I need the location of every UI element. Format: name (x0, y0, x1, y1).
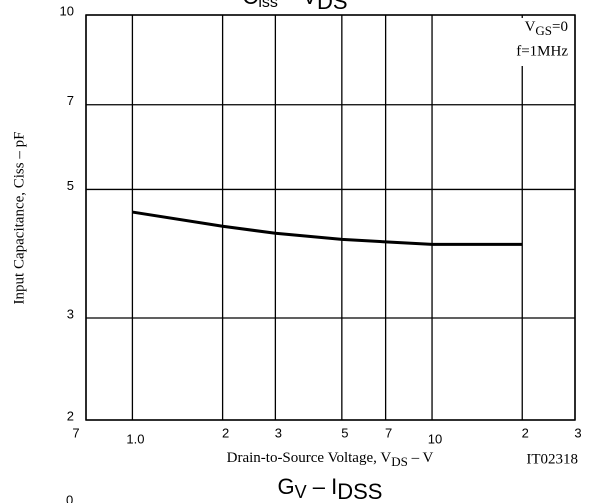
x-axis-label: Drain-to-Source Voltage, VDS – V (227, 450, 434, 469)
title-part: – I (307, 474, 338, 499)
x-tick-label: 3 (574, 425, 581, 440)
title-part: – V (278, 0, 317, 9)
x-tick-label: 10 (428, 431, 442, 446)
condition-part: V (525, 19, 536, 35)
conditions-box (474, 18, 572, 66)
y-tick-label: 7 (67, 93, 74, 108)
x-tick-label: 7 (72, 425, 79, 440)
title-part: V (295, 482, 307, 502)
x-tick-label: 2 (222, 425, 229, 440)
x-tick-label: 7 (385, 425, 392, 440)
title-part: G (278, 474, 295, 499)
y-tick-label: 5 (67, 178, 74, 193)
y-tick-label: 2 (67, 408, 74, 423)
title-part: C (242, 0, 258, 9)
condition-part: =0 (552, 19, 568, 35)
label-part: Drain-to-Source Voltage, V (227, 450, 392, 466)
x-tick-label: 1.0 (126, 431, 144, 446)
title-part: DS (317, 0, 348, 14)
label-part: – V (408, 450, 434, 466)
title-part: DSS (337, 479, 382, 503)
chart-title: Ciss – VDS (242, 0, 347, 14)
condition: VGS=0 (525, 19, 568, 38)
label-part: DS (391, 454, 408, 469)
y-axis-label: Input Capacitance, Ciss – pF (11, 132, 27, 305)
x-tick-label: 5 (341, 425, 348, 440)
data-line (132, 210, 523, 246)
title-part: iss (258, 0, 278, 11)
figure-id: IT02318 (526, 451, 578, 467)
condition: f=1MHz (516, 43, 568, 59)
condition-part: GS (535, 23, 552, 38)
next-chart-title: GV – IDSS (278, 474, 383, 503)
x-tick-label: 2 (522, 425, 529, 440)
next-y-tick: 0 (66, 492, 73, 503)
plot-frame (85, 14, 576, 421)
y-tick-label: 3 (67, 306, 74, 321)
y-tick-label: 10 (60, 3, 74, 18)
x-tick-label: 3 (275, 425, 282, 440)
